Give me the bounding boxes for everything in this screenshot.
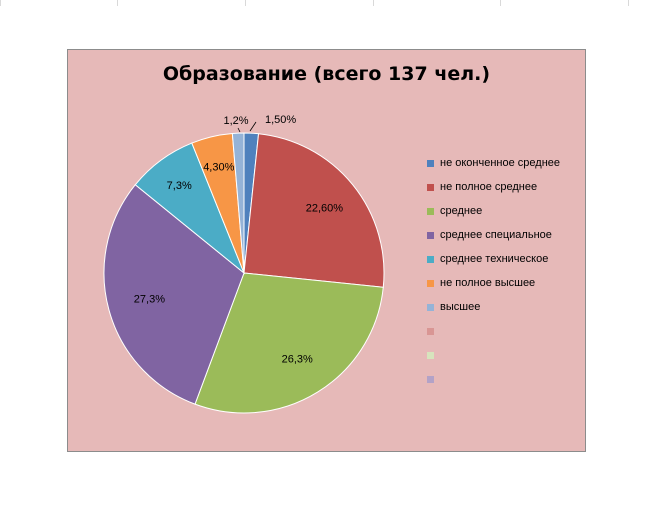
data-label: 1,2% [223, 115, 248, 127]
chart-title: Образование (всего 137 чел.) [162, 63, 491, 85]
legend-swatch [427, 184, 434, 191]
ruler [0, 0, 661, 6]
chart-area[interactable]: Образование (всего 137 чел.) 1,50% 22,60%… [67, 49, 586, 452]
legend-label: не полное высшее [440, 277, 536, 289]
legend-label: среднее специальное [440, 229, 552, 241]
leader-line [249, 121, 257, 132]
legend-label: среднее техническое [440, 253, 549, 265]
legend-swatch [427, 376, 434, 383]
data-label: 27,3% [134, 294, 165, 306]
pie-slice[interactable] [231, 132, 245, 274]
legend-label: не оконченное среднее [440, 157, 561, 169]
legend-swatch [427, 328, 434, 335]
legend-swatch [427, 280, 434, 287]
legend-label: среднее [440, 205, 483, 217]
pie-slice[interactable] [194, 272, 384, 414]
legend-label: высшее [440, 301, 481, 313]
legend-swatch [427, 352, 434, 359]
legend-swatch [427, 160, 434, 167]
pie-chart[interactable]: 1,50% 22,60% 26,3% 27,3% 7,3% 4,30% 1,2% [68, 50, 587, 453]
legend-swatch [427, 208, 434, 215]
legend-label: не полное среднее [440, 181, 538, 193]
data-label: 7,3% [167, 180, 192, 192]
data-label: 26,3% [282, 354, 313, 366]
pie-slice[interactable] [243, 133, 385, 288]
pie-slice[interactable] [103, 184, 245, 405]
data-label: 1,50% [265, 114, 296, 126]
leader-line [237, 127, 241, 133]
data-label: 4,30% [203, 162, 234, 174]
legend-swatch [427, 304, 434, 311]
legend-swatch [427, 256, 434, 263]
legend-swatch [427, 232, 434, 239]
data-label: 22,60% [306, 203, 344, 215]
